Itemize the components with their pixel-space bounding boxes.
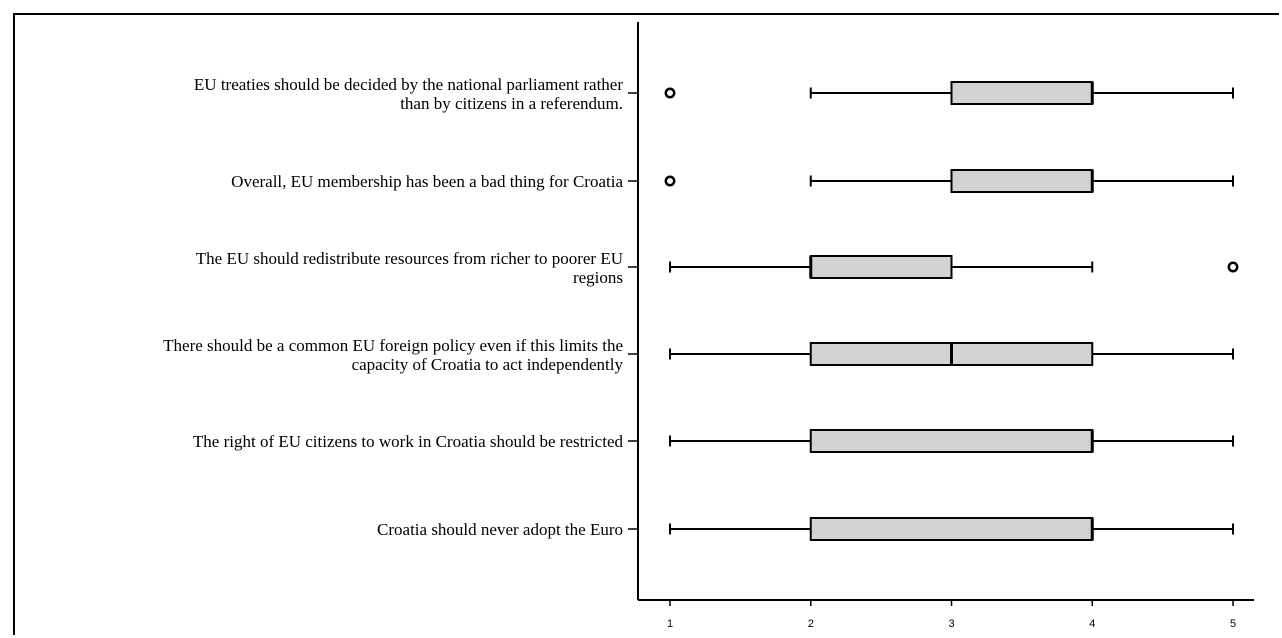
x-tick-label-5: 5 bbox=[1230, 618, 1236, 630]
x-tick-label-3: 3 bbox=[948, 618, 954, 630]
chart-frame bbox=[13, 13, 1279, 635]
category-label-4-line-0: The right of EU citizens to work in Croa… bbox=[193, 432, 624, 451]
category-label-1-line-0: Overall, EU membership has been a bad th… bbox=[231, 172, 623, 191]
category-label-3-line-1: capacity of Croatia to act independently bbox=[352, 355, 624, 374]
category-label-5-line-0: Croatia should never adopt the Euro bbox=[377, 520, 623, 539]
x-tick-label-1: 1 bbox=[667, 618, 673, 630]
category-label-0-line-0: EU treaties should be decided by the nat… bbox=[194, 75, 623, 94]
outlier-2-0 bbox=[1227, 261, 1239, 273]
outlier-0-0 bbox=[664, 87, 676, 99]
box-4 bbox=[809, 429, 1094, 453]
category-label-2-line-1: regions bbox=[573, 268, 623, 287]
x-tick-label-2: 2 bbox=[808, 618, 814, 630]
x-tick-label-4: 4 bbox=[1089, 618, 1095, 630]
category-label-2-line-0: The EU should redistribute resources fro… bbox=[196, 249, 623, 268]
outlier-1-0 bbox=[664, 175, 676, 187]
box-1 bbox=[950, 169, 1094, 193]
box-2 bbox=[809, 255, 953, 279]
category-label-3-line-0: There should be a common EU foreign poli… bbox=[163, 336, 623, 355]
category-label-0-line-1: than by citizens in a referendum. bbox=[400, 94, 623, 113]
box-0 bbox=[950, 81, 1094, 105]
box-5 bbox=[809, 517, 1094, 541]
